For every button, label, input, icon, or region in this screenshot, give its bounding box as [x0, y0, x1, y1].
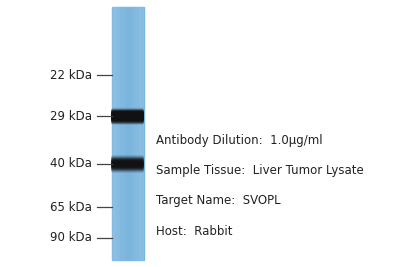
Text: Target Name:  SVOPL: Target Name: SVOPL [156, 194, 281, 207]
Text: 65 kDa: 65 kDa [50, 201, 92, 214]
Text: 29 kDa: 29 kDa [50, 110, 92, 123]
Bar [112, 7, 144, 260]
Text: 90 kDa: 90 kDa [50, 231, 92, 244]
Text: 40 kDa: 40 kDa [50, 157, 92, 170]
Text: Antibody Dilution:  1.0µg/ml: Antibody Dilution: 1.0µg/ml [156, 134, 323, 147]
Text: Sample Tissue:  Liver Tumor Lysate: Sample Tissue: Liver Tumor Lysate [156, 164, 364, 177]
Text: Host:  Rabbit: Host: Rabbit [156, 225, 233, 238]
Text: 22 kDa: 22 kDa [50, 69, 92, 82]
